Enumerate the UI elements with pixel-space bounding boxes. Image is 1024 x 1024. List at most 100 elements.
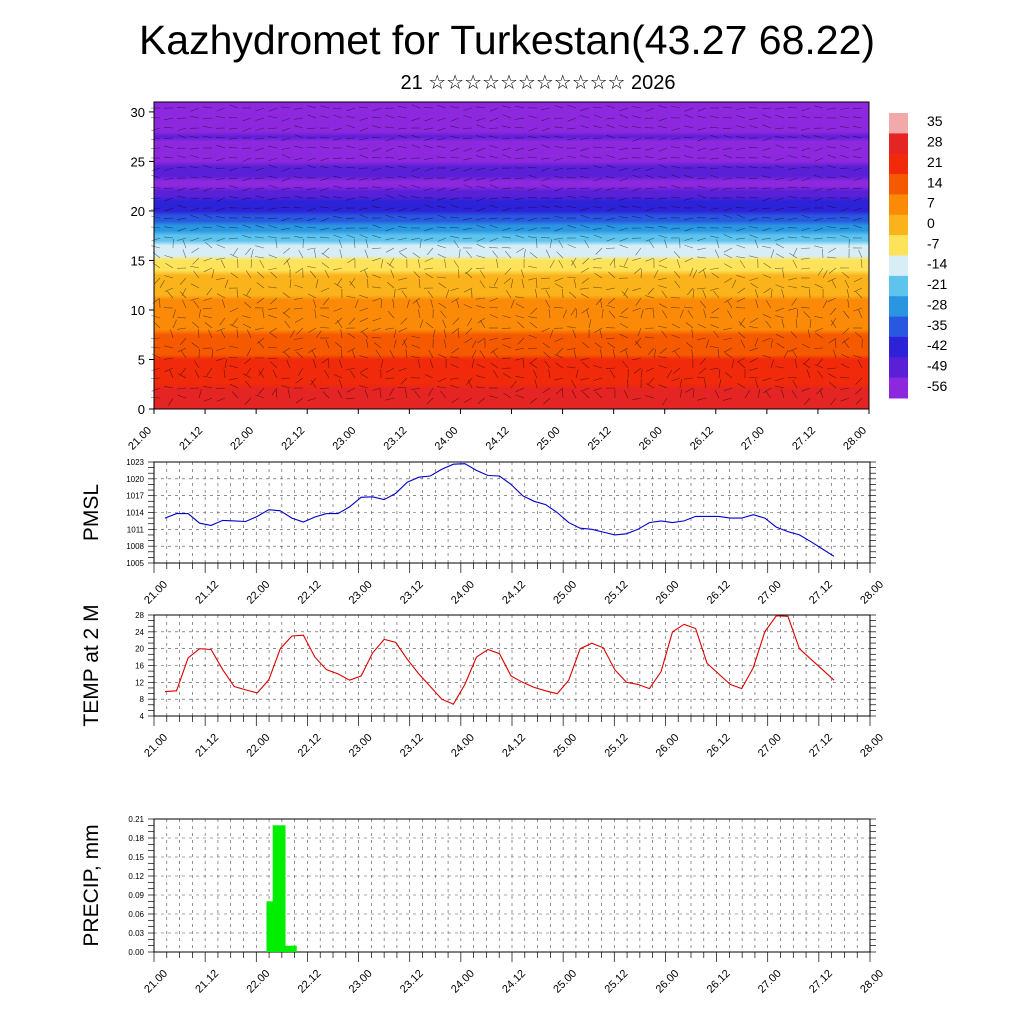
wind-barb [267, 357, 278, 360]
wind-barb [320, 115, 330, 119]
wind-barb [814, 105, 824, 109]
wind-barb [503, 277, 512, 284]
wind-barb [242, 117, 252, 122]
wind-barb [635, 297, 642, 306]
wind-barb [736, 115, 746, 119]
wind-barb [736, 256, 746, 259]
wind-barb [398, 105, 408, 109]
wind-barb [371, 137, 382, 139]
wind-barb [541, 177, 551, 182]
wind-barb [463, 115, 473, 119]
wind-barb [294, 337, 304, 340]
wind-barb [320, 227, 330, 231]
wind-barb [710, 207, 720, 210]
wind-barb [244, 301, 252, 309]
wind-barb [714, 249, 720, 259]
wind-barb [614, 258, 616, 269]
x-tick-label: 21.12 [193, 579, 221, 607]
wind-barb [450, 197, 460, 200]
wind-barb [335, 317, 343, 325]
wind-barb [839, 227, 850, 230]
wind-barb [839, 187, 850, 190]
colorbar-label: 21 [927, 154, 943, 170]
wind-barb [268, 307, 278, 310]
wind-barb [658, 303, 668, 309]
wind-barb [476, 117, 486, 122]
wind-barb [697, 397, 707, 401]
wind-barb [807, 329, 811, 339]
wind-barb [202, 307, 213, 310]
wind-barb [697, 127, 707, 131]
wind-barb [762, 355, 772, 359]
wind-barb [493, 277, 499, 287]
wind-barb [349, 370, 356, 379]
wind-barb [619, 227, 629, 231]
wind-barb [831, 320, 837, 329]
wind-barb [320, 195, 330, 199]
wind-barb [685, 342, 694, 349]
wind-barb [307, 236, 317, 239]
wind-barb [372, 317, 382, 322]
heatmap-field [154, 102, 869, 409]
wind-barb [515, 197, 525, 200]
wind-barb [574, 279, 577, 289]
wind-barb [575, 369, 579, 379]
wind-barb [840, 175, 850, 179]
wind-barb [723, 387, 733, 392]
wind-barb [216, 216, 226, 219]
wind-barb [307, 207, 317, 212]
y-tick-label: 24 [135, 628, 144, 637]
wind-barb [385, 237, 395, 241]
wind-barb [403, 339, 408, 349]
wind-barb [674, 280, 681, 289]
wind-barb [775, 144, 785, 149]
wind-barb [359, 147, 369, 150]
wind-barb [775, 114, 785, 119]
x-tick-label: 22.00 [244, 732, 272, 760]
wind-barb [229, 324, 239, 329]
y-tick-label: 12 [135, 678, 144, 687]
wind-barb [366, 339, 369, 349]
wind-barb [510, 380, 517, 389]
wind-barb [623, 389, 629, 399]
wind-barb [662, 310, 668, 319]
wind-barb [359, 267, 369, 273]
wind-barb [479, 350, 486, 359]
wind-barb [549, 329, 554, 339]
wind-barb [710, 367, 720, 370]
wind-barb [393, 329, 397, 339]
colorbar-segment [889, 174, 908, 195]
wind-barb [476, 297, 486, 300]
wind-barb [658, 125, 668, 129]
wind-barb [294, 157, 304, 161]
wind-barb [268, 314, 278, 319]
wind-barb [738, 321, 746, 329]
wind-barb [385, 187, 395, 191]
wind-barb [384, 157, 395, 159]
wind-barb [567, 187, 577, 190]
wind-barb [476, 207, 486, 212]
y-tick-label: 25 [131, 154, 145, 169]
wind-barb [321, 357, 330, 364]
x-tick-label: 21.12 [193, 968, 221, 996]
series-line [164, 463, 835, 557]
wind-barb [817, 370, 824, 379]
wind-barb [504, 250, 512, 259]
wind-barb [775, 217, 785, 220]
wind-barb [385, 327, 395, 330]
wind-barb [645, 156, 655, 159]
wind-barb [338, 239, 343, 249]
wind-barb [348, 317, 356, 325]
wind-barb [671, 137, 681, 140]
x-tick-label: 25.12 [602, 579, 630, 607]
wind-barb [696, 287, 707, 290]
wind-barb [522, 359, 525, 369]
wind-barb [606, 117, 616, 120]
wind-barb [840, 154, 850, 159]
wind-barb [762, 147, 772, 151]
wind-barb [428, 387, 434, 396]
x-tick-label: 26.00 [654, 968, 682, 996]
wind-barb [244, 357, 252, 365]
wind-barb [791, 297, 798, 306]
wind-barb [221, 299, 226, 309]
